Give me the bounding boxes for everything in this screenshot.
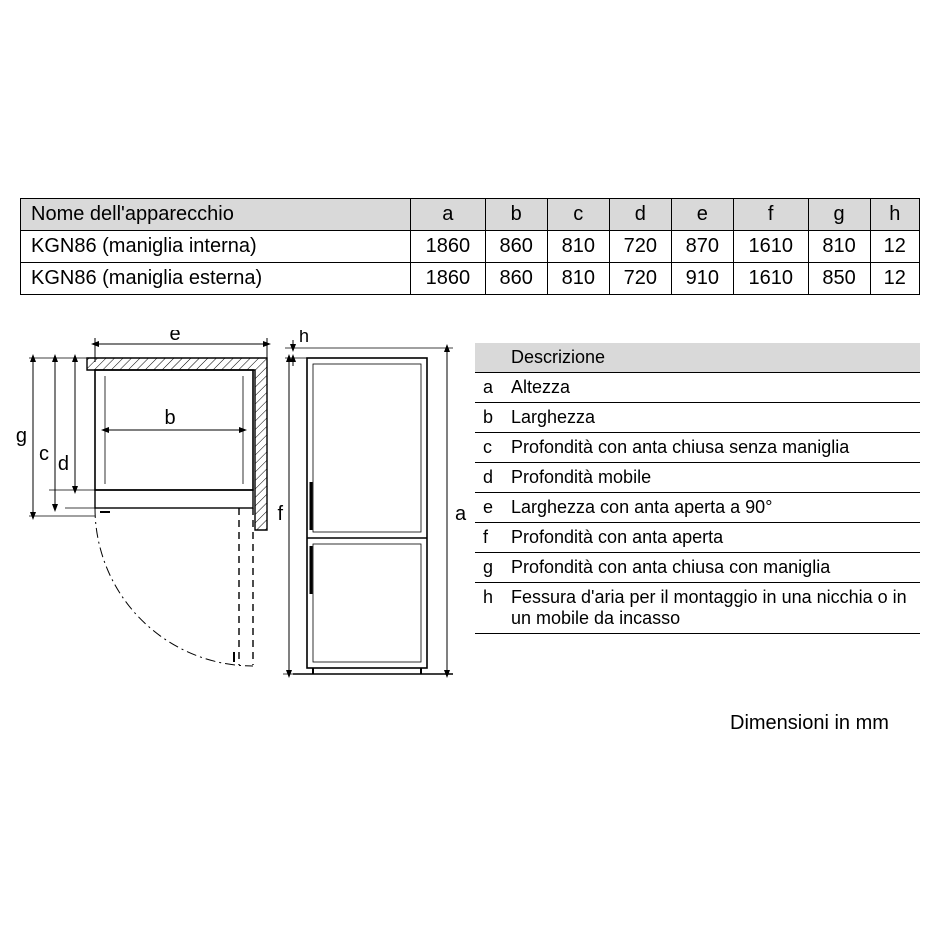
cell: 910 — [671, 263, 733, 295]
cell: 810 — [547, 263, 609, 295]
desc-text: Profondità con anta aperta — [503, 523, 920, 553]
dimension-diagram: e b g c d — [15, 330, 470, 720]
desc-text: Profondità mobile — [503, 463, 920, 493]
cell: 12 — [870, 263, 919, 295]
table-row: KGN86 (maniglia esterna) 1860 860 810 72… — [21, 263, 920, 295]
cell: 1610 — [733, 263, 808, 295]
cell: 1610 — [733, 231, 808, 263]
cell: 720 — [609, 263, 671, 295]
label-d: d — [58, 453, 69, 475]
table-row: KGN86 (maniglia interna) 1860 860 810 72… — [21, 231, 920, 263]
label-e: e — [169, 330, 180, 345]
desc-header-row: Descrizione — [475, 343, 920, 373]
cell: 12 — [870, 231, 919, 263]
desc-text: Profondità con anta chiusa senza manigli… — [503, 433, 920, 463]
col-a-header: a — [411, 199, 486, 231]
row1-name: KGN86 (maniglia esterna) — [21, 263, 411, 295]
col-c-header: c — [547, 199, 609, 231]
desc-text: Larghezza con anta aperta a 90° — [503, 493, 920, 523]
col-name-header: Nome dell'apparecchio — [21, 199, 411, 231]
col-b-header: b — [485, 199, 547, 231]
cell: 850 — [808, 263, 870, 295]
description-table: Descrizione aAltezza bLarghezza cProfond… — [475, 343, 920, 634]
col-d-header: d — [609, 199, 671, 231]
cell: 1860 — [411, 263, 486, 295]
desc-row: aAltezza — [475, 373, 920, 403]
desc-row: cProfondità con anta chiusa senza manigl… — [475, 433, 920, 463]
desc-key: c — [475, 433, 503, 463]
desc-key: g — [475, 553, 503, 583]
desc-header-label: Descrizione — [503, 343, 920, 373]
cell: 860 — [485, 263, 547, 295]
label-g: g — [16, 425, 27, 447]
cell: 860 — [485, 231, 547, 263]
desc-text: Fessura d'aria per il montaggio in una n… — [503, 583, 920, 634]
col-g-header: g — [808, 199, 870, 231]
cell: 810 — [547, 231, 609, 263]
top-view-drawing: e b g c d — [16, 330, 267, 666]
desc-row: hFessura d'aria per il montaggio in una … — [475, 583, 920, 634]
label-f: f — [277, 503, 283, 525]
desc-text: Profondità con anta chiusa con maniglia — [503, 553, 920, 583]
cell: 720 — [609, 231, 671, 263]
desc-key: d — [475, 463, 503, 493]
cell: 1860 — [411, 231, 486, 263]
dimensions-header-row: Nome dell'apparecchio a b c d e f g h — [21, 199, 920, 231]
desc-row: gProfondità con anta chiusa con maniglia — [475, 553, 920, 583]
cell: 870 — [671, 231, 733, 263]
desc-header-key — [475, 343, 503, 373]
col-h-header: h — [870, 199, 919, 231]
front-view-drawing: h f a — [277, 330, 467, 674]
col-e-header: e — [671, 199, 733, 231]
units-note: Dimensioni in mm — [730, 712, 889, 735]
cell: 810 — [808, 231, 870, 263]
label-a: a — [455, 503, 467, 525]
desc-row: eLarghezza con anta aperta a 90° — [475, 493, 920, 523]
desc-row: dProfondità mobile — [475, 463, 920, 493]
desc-row: fProfondità con anta aperta — [475, 523, 920, 553]
desc-key: f — [475, 523, 503, 553]
dimensions-table: Nome dell'apparecchio a b c d e f g h KG… — [20, 198, 920, 295]
desc-row: bLarghezza — [475, 403, 920, 433]
desc-key: b — [475, 403, 503, 433]
label-c: c — [39, 443, 49, 465]
desc-key: e — [475, 493, 503, 523]
desc-text: Larghezza — [503, 403, 920, 433]
label-b: b — [164, 407, 175, 429]
desc-key: a — [475, 373, 503, 403]
desc-key: h — [475, 583, 503, 634]
desc-text: Altezza — [503, 373, 920, 403]
row0-name: KGN86 (maniglia interna) — [21, 231, 411, 263]
label-h: h — [299, 330, 309, 346]
col-f-header: f — [733, 199, 808, 231]
